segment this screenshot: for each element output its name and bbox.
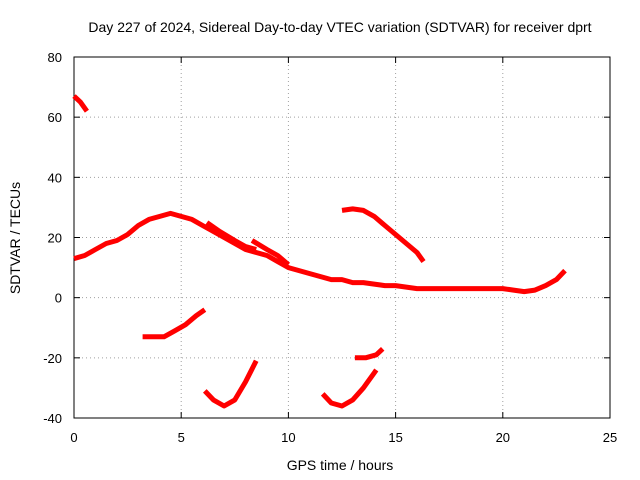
x-axis-label: GPS time / hours bbox=[287, 457, 394, 473]
series-arc-5 bbox=[142, 307, 207, 340]
x-tick-label: 10 bbox=[281, 430, 295, 445]
series-arc-7 bbox=[320, 368, 379, 409]
x-tick-label: 5 bbox=[178, 430, 185, 445]
y-tick-label: -20 bbox=[43, 351, 62, 366]
y-tick-label: 60 bbox=[48, 110, 62, 125]
y-tick-label: 0 bbox=[55, 291, 62, 306]
grid bbox=[74, 57, 610, 418]
series-arc-main bbox=[73, 210, 567, 295]
x-tick-label: 20 bbox=[496, 430, 510, 445]
axis-ticks: 0 5 10 15 20 25 -40 -20 0 20 40 60 80 bbox=[43, 50, 617, 445]
series-arc-8 bbox=[354, 346, 385, 361]
y-axis-label: SDTVAR / TECUs bbox=[7, 182, 23, 294]
y-tick-label: -40 bbox=[43, 411, 62, 426]
y-tick-label: 40 bbox=[48, 170, 62, 185]
chart-title: Day 227 of 2024, Sidereal Day-to-day VTE… bbox=[88, 19, 591, 35]
x-tick-label: 0 bbox=[70, 430, 77, 445]
series-arc-3 bbox=[250, 238, 291, 267]
x-tick-label: 15 bbox=[388, 430, 402, 445]
series-arc-6 bbox=[202, 359, 259, 409]
y-tick-label: 80 bbox=[48, 50, 62, 65]
y-tick-label: 20 bbox=[48, 231, 62, 246]
series-arc-2 bbox=[205, 220, 257, 252]
series-arc-4 bbox=[341, 206, 426, 264]
series-arc-1 bbox=[72, 94, 89, 113]
series-group bbox=[72, 94, 567, 409]
x-tick-label: 25 bbox=[603, 430, 617, 445]
